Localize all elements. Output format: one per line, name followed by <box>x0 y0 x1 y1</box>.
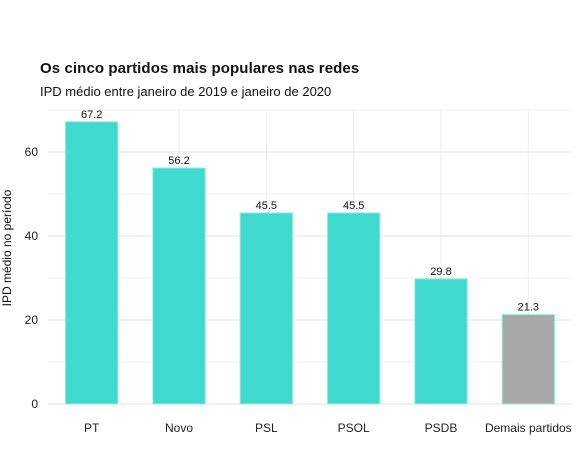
x-tick-label: PSL <box>255 421 278 435</box>
data-label: 45.5 <box>343 200 364 212</box>
x-tick-labels: PT Novo PSL PSOL PSDB Demais partidos <box>84 421 572 435</box>
x-tick-label: PSOL <box>338 421 370 435</box>
data-label: 21.3 <box>518 302 539 314</box>
x-tick-label: Demais partidos <box>485 421 572 435</box>
bar <box>239 212 294 405</box>
y-tick-label: 20 <box>25 313 39 327</box>
y-tick-label: 40 <box>25 229 39 243</box>
x-tick-label: PT <box>84 421 100 435</box>
x-tick-label: Novo <box>165 421 193 435</box>
chart-title: Os cinco partidos mais populares nas red… <box>40 60 360 77</box>
gridlines <box>48 109 572 405</box>
chart-subtitle: IPD médio entre janeiro de 2019 e janeir… <box>40 84 332 99</box>
data-label: 29.8 <box>430 266 451 278</box>
y-tick-labels: 0 20 40 60 <box>25 145 39 411</box>
bar <box>326 212 381 405</box>
y-axis-label: IPD médio no período <box>0 189 14 306</box>
y-tick-label: 60 <box>25 145 39 159</box>
bar <box>64 121 119 405</box>
y-tick-label: 0 <box>31 397 38 411</box>
bar <box>414 278 468 405</box>
bars <box>64 121 556 405</box>
x-tick-label: PSDB <box>425 421 458 435</box>
bar <box>501 314 556 405</box>
bar <box>152 167 206 405</box>
data-label: 56.2 <box>168 155 189 167</box>
data-labels: 67.2 56.2 45.5 45.5 29.8 21.3 <box>81 109 539 314</box>
data-label: 45.5 <box>256 200 277 212</box>
data-label: 67.2 <box>81 109 102 121</box>
